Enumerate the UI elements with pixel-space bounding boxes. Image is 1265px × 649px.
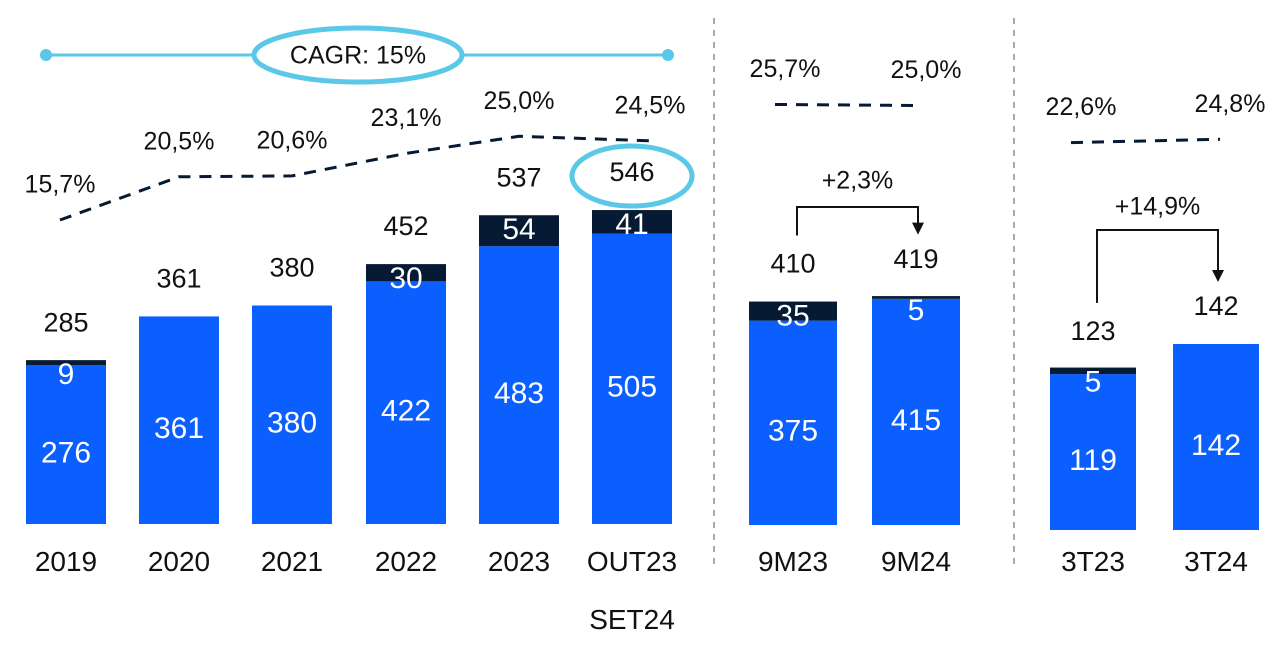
cagr-dot xyxy=(662,49,674,61)
bar-value-label: 5 xyxy=(1085,365,1102,398)
margin-label: 24,5% xyxy=(615,91,686,119)
category-label: 2023 xyxy=(487,546,551,577)
total-label: 285 xyxy=(43,307,88,337)
bar-segment xyxy=(252,305,332,524)
category-label: 2020 xyxy=(147,546,211,577)
growth-arrow xyxy=(1212,269,1224,282)
bar-value-label: 35 xyxy=(776,299,809,332)
bar-value-label: 142 xyxy=(1191,429,1241,462)
bar-segment xyxy=(1050,367,1136,375)
bar-segment xyxy=(1173,343,1259,530)
cagr-ellipse xyxy=(251,25,465,85)
growth-bracket xyxy=(796,206,919,236)
total-label: 452 xyxy=(383,211,428,241)
bar-segment xyxy=(872,296,960,299)
total-label: 546 xyxy=(609,157,654,187)
margin-label: 25,0% xyxy=(891,56,962,84)
bar-segment xyxy=(479,246,559,524)
annotation: +14,9% xyxy=(1115,193,1201,221)
bar-value-label: 415 xyxy=(891,404,941,437)
category-label: 2022 xyxy=(374,546,438,577)
annotation: +2,3% xyxy=(822,167,894,195)
bar-segment xyxy=(872,298,960,525)
total-label: 419 xyxy=(893,244,938,274)
bar-value-label: 375 xyxy=(768,415,818,448)
bar-value-label: 505 xyxy=(607,371,657,404)
bar-segment xyxy=(26,365,106,524)
margin-line xyxy=(59,134,651,222)
growth-bracket xyxy=(1096,229,1219,303)
bar-segment xyxy=(749,320,837,525)
margin-line xyxy=(774,102,917,107)
bar-segment xyxy=(366,264,446,282)
highlight-ellipse xyxy=(569,143,695,209)
category-label: 3T23 xyxy=(1061,546,1125,577)
bar-segment xyxy=(592,210,672,234)
bar-value-label: 5 xyxy=(908,294,925,327)
category-label: 2019 xyxy=(34,546,98,577)
bar-segment xyxy=(749,301,837,321)
margin-label: 20,6% xyxy=(257,127,328,155)
bar-value-label: 422 xyxy=(381,395,431,428)
category-label: 3T24 xyxy=(1184,546,1248,577)
margin-label: 20,5% xyxy=(144,127,215,155)
bar-segment xyxy=(139,316,219,524)
bar-segment xyxy=(366,281,446,524)
bar-value-label: 41 xyxy=(615,208,648,241)
bar-segment xyxy=(592,233,672,524)
total-label: 410 xyxy=(770,249,815,279)
bar-value-label: 380 xyxy=(267,407,317,440)
margin-label: 24,8% xyxy=(1195,90,1265,118)
bar-value-label: 9 xyxy=(58,358,75,391)
cagr-dot xyxy=(40,49,52,61)
total-label: 142 xyxy=(1193,291,1238,321)
total-label: 123 xyxy=(1070,316,1115,346)
category-label: 9M23 xyxy=(757,546,829,577)
annotation: CAGR: 15% xyxy=(290,42,426,70)
total-label: 537 xyxy=(496,162,541,192)
margin-label: 25,7% xyxy=(750,55,821,83)
bar-value-label: 483 xyxy=(494,377,544,410)
bar-segment xyxy=(1050,374,1136,530)
category-label: OUT23 SET24 xyxy=(586,546,678,635)
bar-segment xyxy=(26,360,106,366)
bar-value-label: 119 xyxy=(1069,444,1117,477)
total-label: 361 xyxy=(156,264,201,294)
category-label: 2021 xyxy=(260,546,324,577)
margin-label: 22,6% xyxy=(1046,93,1117,121)
bar-value-label: 276 xyxy=(41,437,91,470)
bar-value-label: 30 xyxy=(389,262,422,295)
bar-value-label: 361 xyxy=(154,412,204,445)
chart: 276 9 285 361 361 380 380 422 30 452 483 54 537 505 41… xyxy=(25,18,1265,570)
margin-label: 25,0% xyxy=(484,87,555,115)
margin-label: 15,7% xyxy=(25,171,96,199)
page: {"chart_data": [ {"type": "bar", "catego… xyxy=(24,18,1265,635)
margin-label: 23,1% xyxy=(371,104,442,132)
margin-line xyxy=(1070,137,1221,145)
bar-segment xyxy=(479,215,559,247)
growth-arrow xyxy=(912,222,924,235)
category-label: 9M24 xyxy=(880,546,952,577)
total-label: 380 xyxy=(269,253,314,283)
bar-value-label: 54 xyxy=(502,213,535,246)
